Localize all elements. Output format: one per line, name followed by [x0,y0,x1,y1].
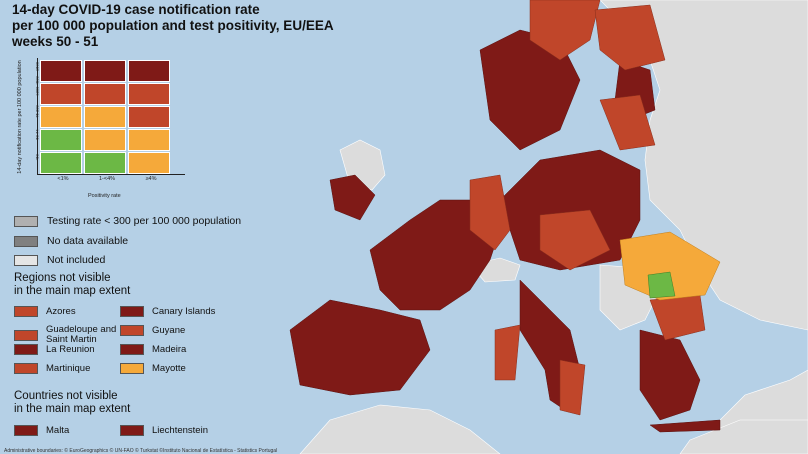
title-line-3: weeks 50 - 51 [12,34,99,49]
sicily-calabria [559,359,586,416]
matrix-cell [84,106,126,128]
matrix-x-axis [37,174,185,175]
lithuania [599,94,656,151]
region-name: La Reunion [46,343,95,355]
heading-line: in the main map extent [14,403,131,415]
swatch [120,306,144,317]
matrix-cell [40,152,82,174]
region-name: Guyane [152,324,186,336]
matrix-cell [84,60,126,82]
region-name: Madeira [152,343,187,355]
row-label: ≥200-<500 [34,76,40,96]
legend-label: Testing rate < 300 per 100 000 populatio… [47,215,242,227]
swatch [14,425,38,436]
matrix-cell [128,152,170,174]
benelux [469,174,511,251]
region-name: Guadeloupe and Saint Martin [46,324,117,345]
matrix-y-title: 14-day notification rate per 100 000 pop… [17,59,23,174]
region-legend-item: Azores [14,306,76,317]
region-legend-item: Canary Islands [120,306,215,317]
swatch [14,254,38,266]
title-line-1: 14-day COVID-19 case notification rate [12,2,260,17]
crete [649,419,721,433]
swatch [120,344,144,355]
swatch [14,306,38,317]
legend-not-included: Not included [14,254,105,266]
ireland [329,174,376,221]
matrix-cell [128,60,170,82]
region-name: Mayotte [152,362,186,374]
swatch [120,425,144,436]
swatch [14,235,38,247]
region-legend-item: Madeira [120,344,186,355]
swatch [14,344,38,355]
swatch [120,363,144,374]
france [369,199,501,311]
country-name: Malta [46,424,70,436]
countries-heading: Countries not visible in the main map ex… [14,390,130,416]
country-legend-item: Liechtenstein [120,425,208,436]
region-name: Azores [46,305,76,317]
row-label: 75-200 [34,105,40,118]
matrix-cell [84,152,126,174]
country-name: Liechtenstein [152,424,208,436]
swatch [120,325,144,336]
heading-line: in the main map extent [14,285,131,297]
matrix-cell [84,129,126,151]
row-label: ≥500 [34,62,40,71]
country-legend-item: Malta [14,425,69,436]
row-label: <50 [34,154,40,161]
legend-no-data: No data available [14,235,128,247]
matrix-x-title: Positivity rate [88,193,121,199]
risk-matrix: 14-day notification rate per 100 000 pop… [8,54,188,202]
region-legend-item: Mayotte [120,363,186,374]
turkey-south [679,419,808,454]
iberia [289,299,431,396]
map-title: 14-day COVID-19 case notification rate p… [12,2,334,50]
swatch [14,363,38,374]
region-legend-item: Guyane [120,325,185,336]
legend-label: No data available [47,235,129,247]
heading-line: Countries not visible [14,390,118,402]
region-name: Martinique [46,362,91,374]
regions-heading: Regions not visible in the main map exte… [14,272,130,298]
region-legend-item: Martinique [14,363,90,374]
germany-south [539,209,611,271]
matrix-cell [84,83,126,105]
region-name: Canary Islands [152,305,216,317]
greece [639,329,701,421]
swatch [14,215,38,227]
legend-label: Not included [47,254,106,266]
romania [619,231,721,301]
region-legend-item: La Reunion [14,344,95,355]
scandinavia [479,29,581,151]
matrix-cell [128,83,170,105]
col-label: 1-<4% [98,176,116,182]
title-line-2: per 100 000 population and test positivi… [12,18,334,33]
region-legend-item: Guadeloupe and Saint Martin [14,325,126,345]
matrix-cell [40,129,82,151]
col-label: <1% [57,176,69,182]
row-label: 50-74 [34,129,40,140]
finland [594,4,666,71]
matrix-cell [128,106,170,128]
heading-line: Regions not visible [14,272,111,284]
swatch [14,329,38,341]
attribution-footer: Administrative boundaries: © EuroGeograp… [4,448,278,454]
matrix-cell [40,106,82,128]
legend-low-testing: Testing rate < 300 per 100 000 populatio… [14,215,241,227]
matrix-cell [128,129,170,151]
col-label: ≥4% [145,176,157,182]
matrix-cell [40,83,82,105]
finland-north [529,0,601,61]
north-africa [299,404,501,454]
sardinia [494,324,521,381]
matrix-y-axis [37,58,38,174]
matrix-cell [40,60,82,82]
romania-green-region [647,271,676,299]
